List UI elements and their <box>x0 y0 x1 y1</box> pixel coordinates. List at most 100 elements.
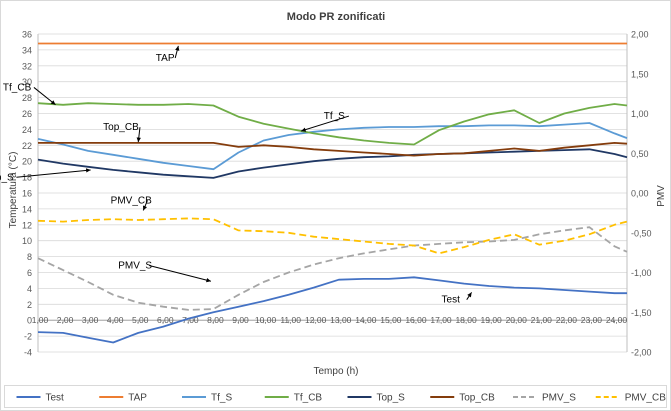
y-tick-label: 26 <box>22 109 32 119</box>
x-tick-label: 14,00 <box>355 315 377 325</box>
y-tick-label: 32 <box>22 61 32 71</box>
annotation-label: Tf_CB <box>3 82 32 93</box>
annotation-arrow <box>16 169 91 178</box>
legend-item: Top_CB <box>459 393 495 404</box>
y2-tick-label: 0,50 <box>631 149 649 159</box>
annotation-arrowhead <box>85 168 91 173</box>
y-tick-label: 22 <box>22 141 32 151</box>
y2-tick-label: 0,00 <box>631 189 649 199</box>
chart-title: Modo PR zonificati <box>287 11 385 23</box>
legend-item: Top_S <box>377 393 406 404</box>
y2-tick-label: 1,50 <box>631 69 649 79</box>
y2-tick-label: -2,00 <box>631 348 652 358</box>
x-tick-label: 21,00 <box>531 315 553 325</box>
annotations: TAP Tf_CB Tf_S Top_CB Top_S PMV_CB PMV_S Test <box>0 45 473 306</box>
y-tick-label: 12 <box>22 220 32 230</box>
legend-item: Tf_S <box>211 393 232 404</box>
x-tick-label: 1,00 <box>32 315 49 325</box>
y-tick-label: 14 <box>22 204 32 214</box>
annotation-arrowhead <box>142 205 148 211</box>
annotation-label: Top_S <box>0 172 14 183</box>
y2-axis-label: PMV <box>656 185 667 207</box>
axes: -4-2024681012141618202224262830323436-2,… <box>22 30 652 358</box>
series-line-pmv-cb <box>37 217 628 255</box>
y-tick-label: 2 <box>27 300 32 310</box>
annotation-label: PMV_S <box>118 261 152 272</box>
y2-tick-label: -0,50 <box>631 228 652 238</box>
series-line-tf-s <box>37 122 628 171</box>
y-tick-label: 24 <box>22 125 32 135</box>
x-tick-label: 4,00 <box>107 315 124 325</box>
annotation-label: Top_CB <box>103 122 139 133</box>
x-tick-label: 24,00 <box>606 315 628 325</box>
x-tick-label: 11,00 <box>280 315 301 325</box>
y-tick-label: 28 <box>22 93 32 103</box>
x-tick-label: 15,00 <box>380 315 402 325</box>
y-tick-label: 36 <box>22 30 32 40</box>
gridlines <box>38 33 627 353</box>
legend-item: PMV_CB <box>625 393 666 404</box>
y2-tick-label: 2,00 <box>631 30 649 40</box>
x-tick-label: 6,00 <box>157 315 174 325</box>
y-tick-label: -2 <box>24 332 32 342</box>
annotation-arrow <box>33 87 56 106</box>
x-tick-label: 2,00 <box>57 315 74 325</box>
x-tick-label: 18,00 <box>455 315 477 325</box>
annotation-label: Test <box>442 295 461 306</box>
y-tick-label: 4 <box>27 284 32 294</box>
y2-tick-label: -1,00 <box>631 268 652 278</box>
annotation-arrow <box>149 265 212 282</box>
x-axis-label: Tempo (h) <box>313 366 358 377</box>
annotation-label: PMV_CB <box>111 195 152 206</box>
annotation-arrowhead <box>136 137 141 143</box>
annotation-arrowhead <box>175 45 180 51</box>
x-tick-label: 23,00 <box>581 315 603 325</box>
annotation-arrow <box>301 115 350 132</box>
legend: Test TAP Tf_S Tf_CB Top_S Top_CB PMV_S PMV_CB <box>4 385 667 408</box>
y-tick-label: 0 <box>27 316 32 326</box>
series-line-tf-cb <box>37 102 628 146</box>
y-tick-label: 20 <box>22 157 32 167</box>
legend-item: Test <box>46 393 65 404</box>
annotation-label: TAP <box>156 53 175 64</box>
x-tick-label: 10,00 <box>255 315 277 325</box>
legend-item: Tf_CB <box>294 393 323 404</box>
x-tick-label: 19,00 <box>481 315 503 325</box>
x-tick-label: 9,00 <box>232 315 249 325</box>
y-tick-label: 18 <box>22 173 32 183</box>
annotation-arrowhead <box>467 292 472 298</box>
x-tick-label: 20,00 <box>506 315 528 325</box>
x-tick-label: 13,00 <box>330 315 352 325</box>
x-tick-label: 3,00 <box>82 315 99 325</box>
y-tick-label: 30 <box>22 77 32 87</box>
y-tick-label: 34 <box>22 45 32 55</box>
series-line-test <box>37 276 627 344</box>
x-tick-label: 12,00 <box>305 315 327 325</box>
y2-tick-label: 1,00 <box>631 109 649 119</box>
annotation-arrowhead <box>50 100 56 105</box>
annotation-label: Tf_S <box>324 111 345 122</box>
y2-tick-label: -1,50 <box>631 308 652 318</box>
x-tick-label: 22,00 <box>556 315 578 325</box>
annotation-arrowhead <box>206 278 211 283</box>
series-lines <box>37 42 628 344</box>
x-tick-label: 16,00 <box>405 315 427 325</box>
legend-item: TAP <box>128 393 147 404</box>
y-tick-label: 10 <box>22 236 32 246</box>
y-axis-label: Temperatura (°C) <box>8 152 19 229</box>
x-tick-label: 8,00 <box>207 315 224 325</box>
y-tick-label: 16 <box>22 189 32 199</box>
annotation-arrowhead <box>301 127 307 132</box>
y-tick-label: -4 <box>24 348 32 358</box>
legend-box <box>4 385 667 408</box>
y-tick-label: 6 <box>27 268 32 278</box>
y-tick-label: 8 <box>27 252 32 262</box>
legend-item: PMV_S <box>542 393 576 404</box>
series-line-pmv-s <box>37 226 628 311</box>
x-tick-label: 7,00 <box>182 315 199 325</box>
x-tick-label: 17,00 <box>430 315 452 325</box>
series-line-top-cb <box>38 141 628 157</box>
x-tick-label: 5,00 <box>132 315 149 325</box>
